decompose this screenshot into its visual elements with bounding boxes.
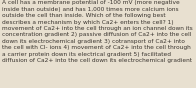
- Text: A cell has a membrane potential of -100 mV (more negative
inside than outside) a: A cell has a membrane potential of -100 …: [2, 0, 192, 63]
